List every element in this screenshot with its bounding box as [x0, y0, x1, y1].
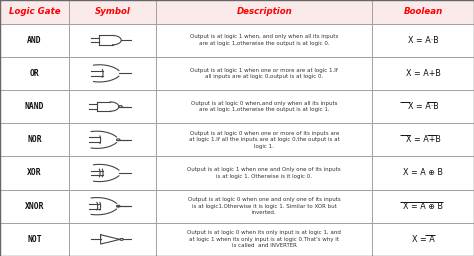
Bar	[0, 156, 69, 190]
Bar	[372, 90, 474, 123]
Bar	[372, 190, 474, 223]
Bar	[156, 90, 372, 123]
Bar	[156, 57, 372, 90]
Text: Description: Description	[237, 7, 292, 16]
Text: X = A·B: X = A·B	[408, 102, 438, 111]
Bar	[156, 24, 372, 57]
Text: Output is at logic 0 when,and only when all its inputs
are at logic 1,otherwise : Output is at logic 0 when,and only when …	[191, 101, 337, 112]
Bar	[0, 223, 69, 256]
Text: XNOR: XNOR	[25, 202, 44, 211]
Text: NAND: NAND	[25, 102, 44, 111]
Bar	[372, 156, 474, 190]
Text: X = A ⊕ B: X = A ⊕ B	[403, 168, 443, 177]
Bar	[69, 123, 156, 156]
Bar	[0, 57, 69, 90]
Bar	[0, 0, 69, 24]
Text: OR: OR	[29, 69, 39, 78]
Bar	[156, 156, 372, 190]
Text: NOR: NOR	[27, 135, 42, 144]
Bar	[69, 57, 156, 90]
Bar	[0, 90, 69, 123]
Bar	[0, 190, 69, 223]
Bar	[156, 223, 372, 256]
Text: X = A+B: X = A+B	[406, 135, 440, 144]
Text: X = A: X = A	[412, 235, 434, 244]
Text: Boolean: Boolean	[403, 7, 443, 16]
Text: Output is at logic 0 when one or more of its inputs are
at logic 1.If all the in: Output is at logic 0 when one or more of…	[189, 131, 340, 149]
Bar	[372, 0, 474, 24]
Bar	[69, 0, 156, 24]
Text: X = A·B: X = A·B	[408, 36, 438, 45]
Bar	[372, 223, 474, 256]
Text: Output is at logic 1 when one or more are at logic 1.If
all inputs are at logic : Output is at logic 1 when one or more ar…	[191, 68, 338, 79]
Bar	[156, 0, 372, 24]
Bar	[69, 190, 156, 223]
Bar	[0, 24, 69, 57]
Text: Output is at logic 0 when one and only one of its inputs
is at logic1.Otherwise : Output is at logic 0 when one and only o…	[188, 197, 341, 215]
Bar	[69, 24, 156, 57]
Text: Output is at logic 1 when one and Only one of its inputs
is at logic 1. Otherwis: Output is at logic 1 when one and Only o…	[187, 167, 341, 179]
Text: Output is at logic 0 when its only input is at logic 1, and
at logic 1 when its : Output is at logic 0 when its only input…	[187, 230, 341, 248]
Bar	[69, 223, 156, 256]
Text: Symbol: Symbol	[95, 7, 130, 16]
Text: XOR: XOR	[27, 168, 42, 177]
Text: AND: AND	[27, 36, 42, 45]
Text: X = A ⊕ B: X = A ⊕ B	[403, 202, 443, 211]
Bar	[372, 123, 474, 156]
Bar	[156, 123, 372, 156]
Text: X = A+B: X = A+B	[406, 69, 440, 78]
Text: NOT: NOT	[27, 235, 42, 244]
Bar	[156, 190, 372, 223]
Bar	[372, 24, 474, 57]
Bar	[69, 156, 156, 190]
Text: Output is at logic 1 when, and only when all its inputs
are at logic 1,otherwise: Output is at logic 1 when, and only when…	[190, 35, 338, 46]
Bar	[372, 57, 474, 90]
Text: Logic Gate: Logic Gate	[9, 7, 60, 16]
Bar	[69, 90, 156, 123]
Bar	[0, 123, 69, 156]
